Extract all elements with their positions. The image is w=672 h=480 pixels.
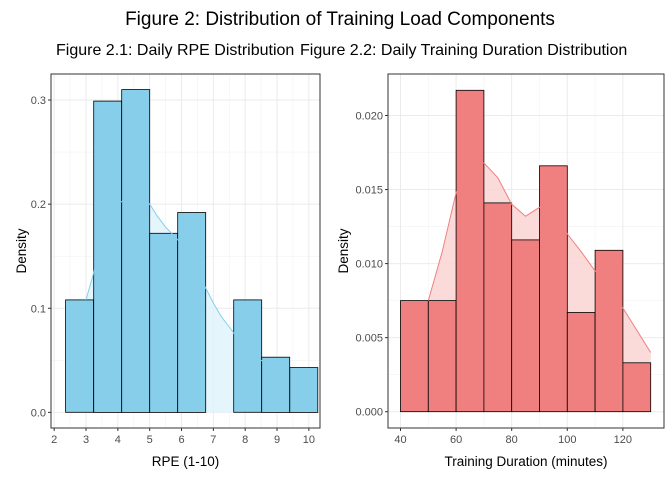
rpe-x-tick-label: 4 [115,434,121,446]
rpe-x-tick-label: 6 [178,434,184,446]
rpe-x-tick-label: 2 [51,434,57,446]
duration-bars [400,89,652,413]
duration-x-tick-label: 100 [558,434,576,446]
duration-histogram-bar-7 [594,249,624,413]
rpe-histogram-bar-7 [261,356,291,413]
rpe-histogram-bar-1 [93,100,123,413]
duration-y-tick-label: 0.010 [355,259,383,271]
rpe-y-tick-label: 0.3 [31,95,46,107]
duration-histogram-bar-0 [400,300,429,413]
duration-histogram-bar-8 [622,362,652,413]
duration-x-ticks: 40 60 80 100 120 [394,428,632,446]
duration-histogram-bar-2 [455,89,485,413]
rpe-histogram-bar-2 [121,89,151,413]
rpe-density-line [85,193,278,369]
rpe-y-tick-label: 0.2 [31,199,46,211]
rpe-y-ticks: 0.0 0.1 0.2 0.3 [31,95,51,419]
rpe-histogram-panel: 2 3 4 5 6 7 8 9 10 0.0 0.1 0.2 0.3 Figure 2.1: Dail… [14,42,321,469]
duration-y-tick-label: 0.000 [355,407,383,419]
rpe-x-tick-label: 5 [147,434,153,446]
rpe-bars [65,89,319,413]
rpe-x-axis-label: RPE (1-10) [152,454,220,469]
duration-y-tick-label: 0.020 [355,110,383,122]
rpe-x-tick-label: 8 [242,434,248,446]
rpe-y-tick-label: 0.1 [31,303,46,315]
rpe-plot-border [50,73,321,429]
duration-histogram-bar-5 [539,165,568,413]
duration-density-line [427,162,652,353]
rpe-histogram-bar-6 [233,299,263,413]
duration-y-axis-label: Density [336,228,351,273]
duration-histogram-bar-4 [511,239,540,413]
duration-histogram-bar-1 [427,300,457,413]
rpe-histogram-bar-8 [289,367,319,413]
rpe-panel-title: Figure 2.1: Daily RPE Distribution [56,42,294,59]
rpe-x-ticks: 2 3 4 5 6 7 8 9 10 [51,428,315,446]
rpe-x-tick-label: 9 [274,434,280,446]
duration-y-tick-label: 0.005 [355,333,383,345]
duration-plot-border [387,73,665,429]
rpe-histogram-bar-0 [65,299,94,413]
duration-x-tick-label: 120 [614,434,632,446]
figure-title: Figure 2: Distribution of Training Load … [125,9,555,30]
duration-x-tick-label: 40 [394,434,406,446]
duration-histogram-panel: 40 60 80 100 120 0.000 0.005 0.010 0.015 0.020 F… [300,42,665,469]
rpe-x-tick-label: 10 [303,434,315,446]
rpe-histogram-bar-3 [149,232,179,413]
duration-y-ticks: 0.000 0.005 0.010 0.015 0.020 [355,110,388,419]
duration-x-tick-label: 60 [450,434,462,446]
duration-y-tick-label: 0.015 [355,185,383,197]
rpe-histogram-bar-4 [177,212,207,413]
duration-panel-title: Figure 2.2: Daily Training Duration Dist… [300,42,627,59]
rpe-y-axis-label: Density [14,228,29,273]
rpe-x-tick-label: 3 [83,434,89,446]
rpe-y-tick-label: 0.0 [31,407,46,419]
duration-x-axis-label: Training Duration (minutes) [444,454,607,469]
rpe-x-tick-label: 7 [210,434,216,446]
duration-x-tick-label: 80 [506,434,518,446]
duration-histogram-bar-6 [566,312,596,413]
duration-histogram-bar-3 [483,202,513,413]
